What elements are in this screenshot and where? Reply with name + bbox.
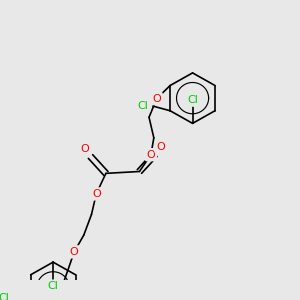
- Text: Cl: Cl: [48, 281, 58, 291]
- Text: O: O: [80, 144, 89, 154]
- Text: O: O: [70, 247, 79, 257]
- Text: O: O: [147, 150, 155, 160]
- Text: Cl: Cl: [138, 101, 149, 111]
- Text: Cl: Cl: [0, 293, 9, 300]
- Text: Cl: Cl: [187, 95, 198, 105]
- Text: O: O: [156, 142, 165, 152]
- Text: O: O: [92, 189, 101, 199]
- Text: O: O: [152, 94, 161, 103]
